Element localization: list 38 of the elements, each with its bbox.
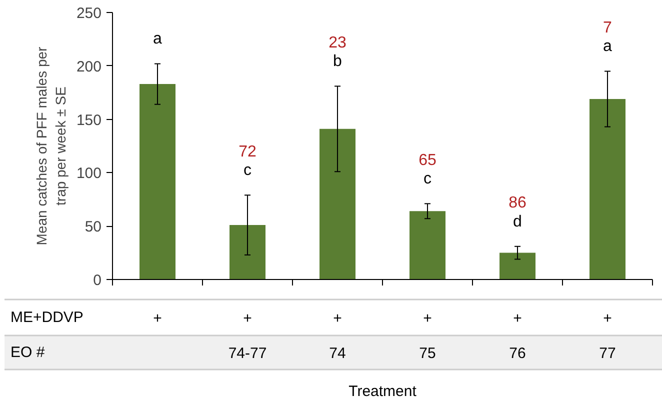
text: + [423, 310, 432, 327]
bar [320, 128, 356, 280]
bar [590, 99, 626, 280]
bar [500, 252, 536, 280]
y-tick-label: 100 [76, 165, 102, 182]
y-tick-label: 200 [76, 58, 102, 76]
y-tick-label: 50 [84, 218, 102, 236]
annotation: b [333, 53, 342, 70]
x-tick-label: 76 [509, 345, 526, 362]
text: + [603, 310, 612, 327]
x-tick-label: 74-77 [228, 345, 267, 362]
text: ME+DDVP [10, 309, 84, 326]
annotation: a [153, 30, 162, 48]
annotation: d [513, 213, 522, 230]
annotation: 23 [328, 34, 346, 52]
x-axis-title: Treatment [348, 383, 418, 400]
bar [410, 211, 446, 280]
annotation: 7 [603, 20, 612, 37]
text: + [513, 310, 522, 327]
annotation: 72 [238, 143, 256, 160]
y-axis-title: Mean catches of PFF males per trap per week ± SE [33, 46, 68, 246]
y-tick-label: 0 [93, 272, 102, 289]
x-tick-label: 75 [419, 345, 436, 362]
x-tick-label: 77 [599, 345, 616, 362]
annotation: 86 [508, 194, 526, 212]
bar [140, 84, 176, 280]
annotation: c [244, 162, 252, 180]
text: + [153, 310, 162, 327]
annotation: 65 [418, 152, 436, 169]
x-tick-label: 74 [329, 345, 346, 362]
y-tick-label: 150 [76, 112, 102, 129]
y-tick-label: 250 [76, 5, 102, 22]
bar [230, 225, 266, 280]
text: + [333, 310, 342, 327]
text: + [243, 310, 252, 327]
text: EO # [10, 344, 46, 361]
annotation: a [603, 38, 612, 56]
annotation: c [424, 170, 432, 188]
